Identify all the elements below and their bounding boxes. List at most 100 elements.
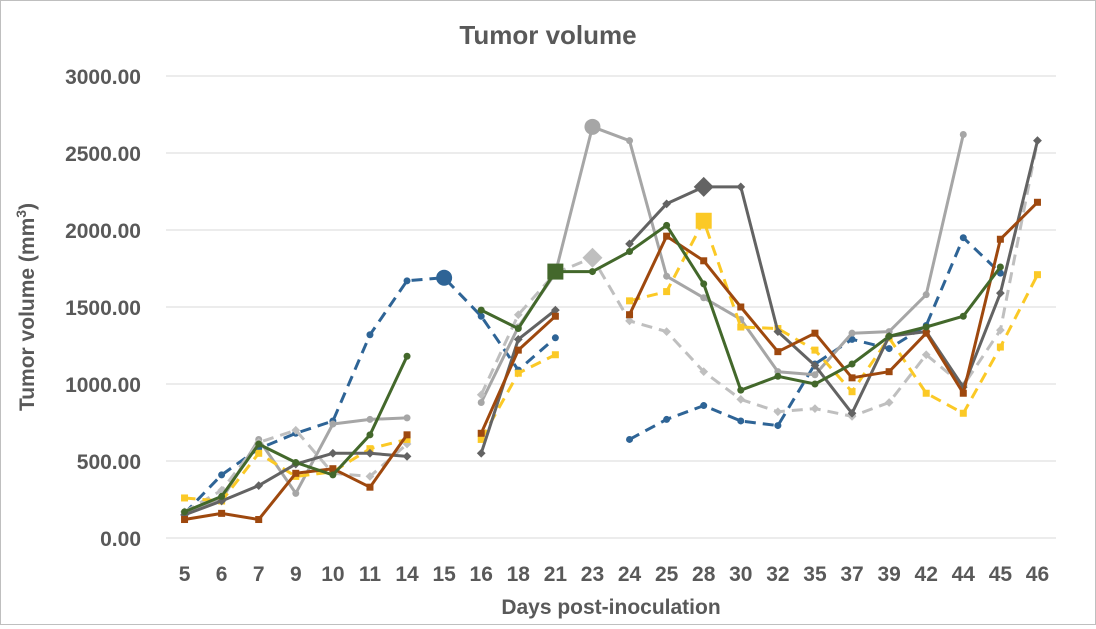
y-tick-label: 1500.00 — [65, 297, 141, 320]
data-point — [736, 182, 746, 192]
data-point — [514, 325, 522, 333]
x-tick-label: 7 — [253, 563, 265, 586]
series-line — [183, 125, 965, 515]
data-point — [959, 312, 967, 320]
data-point — [663, 288, 671, 296]
x-tick-label: 42 — [915, 563, 938, 586]
x-tick-label: 9 — [290, 563, 302, 586]
data-point — [292, 469, 300, 477]
y-tick-label: 500.00 — [77, 451, 141, 474]
data-point — [693, 176, 714, 197]
data-point — [329, 420, 337, 428]
data-point — [699, 367, 709, 377]
series-7 — [181, 221, 1004, 516]
data-point — [811, 346, 819, 354]
y-tick-label: 0.00 — [100, 528, 141, 551]
data-point — [1033, 136, 1042, 146]
data-point — [996, 235, 1004, 243]
data-point — [181, 508, 189, 516]
data-point — [582, 247, 603, 268]
data-point — [847, 408, 857, 418]
data-point — [996, 263, 1004, 271]
y-tick-label: 2000.00 — [65, 220, 141, 243]
data-point — [366, 431, 374, 439]
data-point — [329, 471, 337, 479]
data-point — [402, 452, 412, 461]
data-point — [921, 350, 931, 360]
data-point — [1033, 198, 1041, 206]
x-tick-labels: 5 6 7 9 10 11 14 15 16 18 21 23 24 25 28 30 32 35 37 39 42 44… — [179, 563, 1049, 586]
data-point — [700, 294, 708, 302]
data-point — [736, 395, 746, 404]
data-point — [626, 248, 634, 256]
data-point — [588, 268, 596, 276]
data-point — [811, 380, 819, 388]
series-line — [183, 140, 1039, 517]
data-point — [922, 291, 930, 299]
x-tick-label: 11 — [359, 563, 382, 586]
data-point — [328, 448, 338, 458]
data-point — [773, 407, 783, 417]
data-point — [477, 435, 485, 443]
x-tick-label: 18 — [507, 563, 531, 586]
data-point — [996, 325, 1005, 335]
gridlines — [166, 75, 1056, 539]
data-point — [737, 303, 745, 311]
x-tick-label: 25 — [655, 563, 679, 586]
data-point — [366, 331, 374, 339]
x-tick-label: 6 — [216, 563, 228, 586]
x-tick-label: 32 — [766, 563, 789, 586]
series-line — [184, 201, 1039, 521]
data-point — [1033, 271, 1041, 279]
x-tick-label: 5 — [179, 563, 191, 586]
data-point — [366, 415, 374, 423]
x-tick-label: 24 — [618, 563, 642, 586]
data-point — [959, 131, 967, 139]
data-point — [848, 374, 856, 382]
data-point — [885, 368, 893, 376]
data-point — [737, 323, 745, 331]
data-point — [663, 415, 671, 423]
x-tick-label: 30 — [729, 563, 752, 586]
data-point — [514, 369, 522, 377]
data-point — [329, 465, 337, 473]
data-point — [218, 471, 226, 479]
data-point — [551, 312, 559, 320]
series-6 — [181, 198, 1041, 524]
data-point — [292, 489, 300, 497]
data-point — [513, 310, 523, 320]
x-tick-label: 44 — [952, 563, 976, 586]
data-point — [773, 327, 783, 337]
series-2 — [181, 118, 967, 517]
data-point — [922, 389, 930, 397]
data-point — [700, 280, 708, 288]
data-point — [403, 414, 411, 422]
data-point — [885, 332, 893, 340]
data-point — [662, 327, 671, 337]
data-point — [774, 348, 782, 356]
data-point — [547, 263, 564, 280]
data-point — [181, 494, 189, 502]
y-tick-label: 1000.00 — [65, 374, 141, 397]
data-point — [403, 277, 411, 285]
data-point — [292, 459, 300, 467]
data-point — [514, 346, 522, 354]
data-point — [403, 431, 411, 439]
data-point — [663, 232, 671, 240]
y-axis-label-close: ) — [16, 203, 39, 210]
data-point — [584, 118, 601, 135]
chart-title: Tumor volume — [459, 20, 636, 50]
data-point — [774, 372, 782, 380]
x-tick-label: 16 — [470, 563, 493, 586]
data-point — [810, 404, 820, 414]
data-point — [254, 481, 264, 491]
data-point — [255, 449, 263, 457]
data-point — [848, 388, 856, 396]
x-tick-label: 37 — [840, 563, 863, 586]
data-point — [959, 389, 967, 397]
x-tick-label: 39 — [877, 563, 900, 586]
data-point — [884, 398, 894, 407]
data-point — [255, 440, 263, 448]
